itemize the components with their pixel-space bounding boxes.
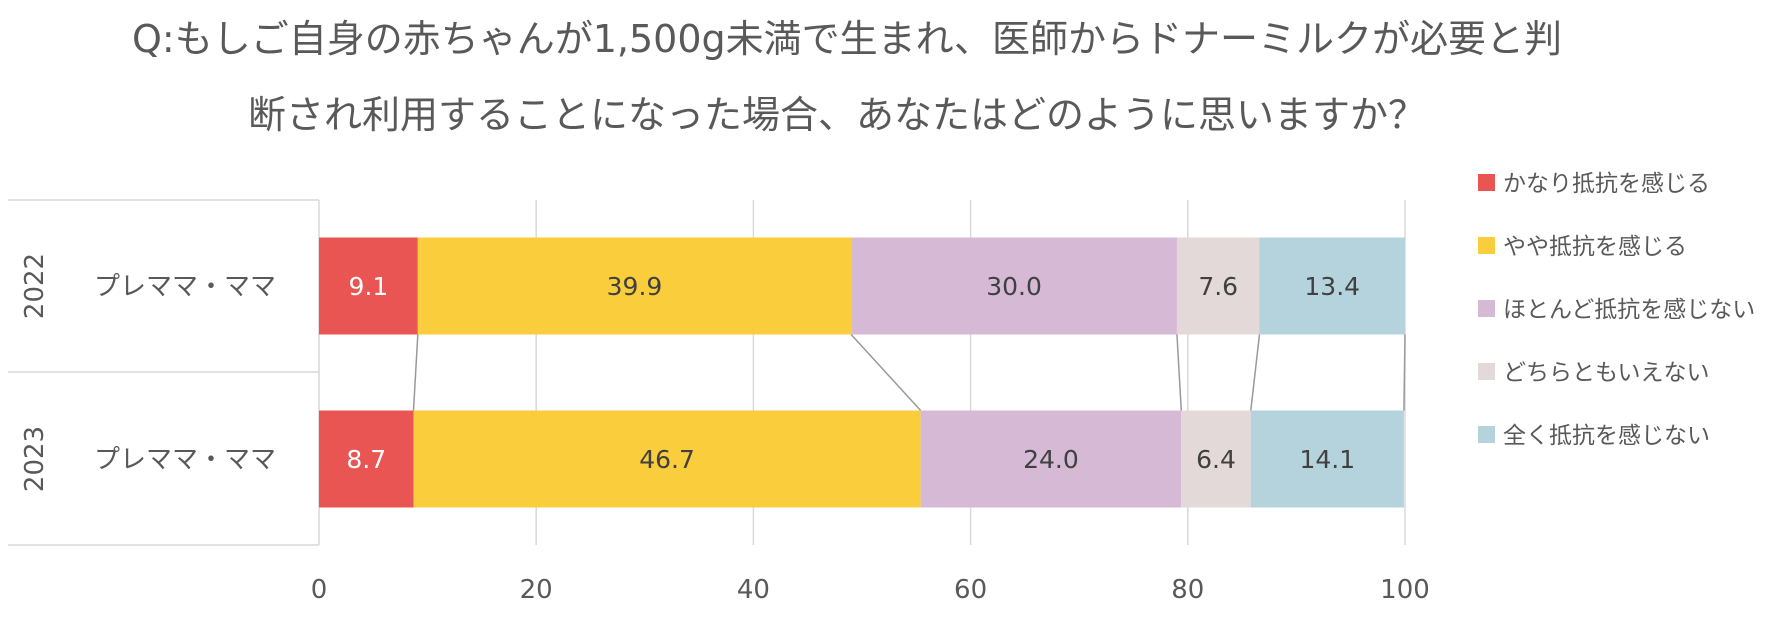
bar-segment-2023-s1 (319, 410, 414, 508)
category-axis-frame (8, 199, 320, 546)
data-label-2023-s1: 8.7 (346, 445, 386, 474)
legend-swatch-3 (1478, 300, 1495, 317)
bar-segment-2022-s3 (851, 237, 1177, 335)
legend: かなり抵抗を感じるやや抵抗を感じるほとんど抵抗を感じないどちらともいえない全く抵… (1478, 171, 1755, 449)
data-label-2022-s2: 39.9 (607, 272, 663, 301)
row-group-label-2023: プレママ・ママ (94, 445, 276, 475)
bar-segment-2023-s3 (920, 410, 1182, 508)
legend-swatch-5 (1478, 426, 1495, 443)
data-label-2022-s5: 13.4 (1304, 272, 1360, 301)
x-tick-label-40: 40 (737, 575, 770, 605)
data-label-2023-s2: 46.7 (639, 445, 695, 474)
x-axis-tick-labels: 0 20 40 60 80 100 (311, 575, 1430, 605)
legend-label-3: ほとんど抵抗を感じない (1503, 297, 1755, 323)
data-label-2022-s1: 9.1 (349, 272, 389, 301)
row-group-label-2022: プレママ・ママ (94, 272, 276, 302)
legend-swatch-4 (1478, 363, 1495, 380)
x-tick-label-100: 100 (1380, 575, 1430, 605)
bar-segment-2023-s5 (1250, 410, 1404, 508)
data-label-2022-s3: 30.0 (986, 272, 1042, 301)
bar-segment-2023-s2 (413, 410, 921, 508)
bar-segment-2022-s2 (417, 237, 852, 335)
row-year-label-2023: 2023 (20, 426, 50, 492)
data-label-2023-s4: 6.4 (1196, 445, 1236, 474)
series-line-4 (1250, 334, 1261, 411)
series-lines (412, 333, 1406, 412)
legend-label-2: やや抵抗を感じる (1503, 234, 1687, 260)
data-label-2023-s5: 14.1 (1300, 445, 1356, 474)
x-tick-label-60: 60 (954, 575, 987, 605)
series-line-3 (1176, 334, 1183, 411)
bar-segment-2023-s4 (1181, 410, 1251, 508)
legend-swatch-2 (1478, 237, 1495, 254)
legend-label-1: かなり抵抗を感じる (1503, 171, 1710, 197)
data-label-2023-s3: 24.0 (1023, 445, 1079, 474)
data-labels: 9.1 8.7 39.9 46.7 30.0 24.0 7.6 6.4 13.4 14.1 (346, 272, 1360, 474)
chart-title-line-1: Q:もしご自身の赤ちゃんが1,500g未満で生まれ、医師からドナーミルクが必要と… (132, 17, 1563, 61)
series-line-2 (850, 333, 922, 412)
bar-segment-2022-s1 (319, 237, 418, 335)
series-line-5 (1403, 334, 1406, 411)
row-year-label-2022: 2022 (20, 253, 50, 319)
x-tick-label-20: 20 (520, 575, 553, 605)
x-tick-label-80: 80 (1171, 575, 1204, 605)
legend-label-4: どちらともいえない (1503, 360, 1710, 386)
legend-swatch-1 (1478, 174, 1495, 191)
legend-label-5: 全く抵抗を感じない (1503, 423, 1710, 449)
bar-segment-2022-s4 (1176, 237, 1260, 335)
series-line-1 (412, 334, 419, 411)
bar-segment-2022-s5 (1259, 237, 1405, 335)
data-label-2022-s4: 7.6 (1198, 272, 1238, 301)
row-labels: 2022 プレママ・ママ 2023 プレママ・ママ (20, 253, 276, 492)
bars (319, 237, 1405, 508)
chart-title-line-2: 断され利用することになった場合、あなたはどのように思いますか？ (248, 93, 1427, 137)
x-tick-label-0: 0 (311, 575, 328, 605)
